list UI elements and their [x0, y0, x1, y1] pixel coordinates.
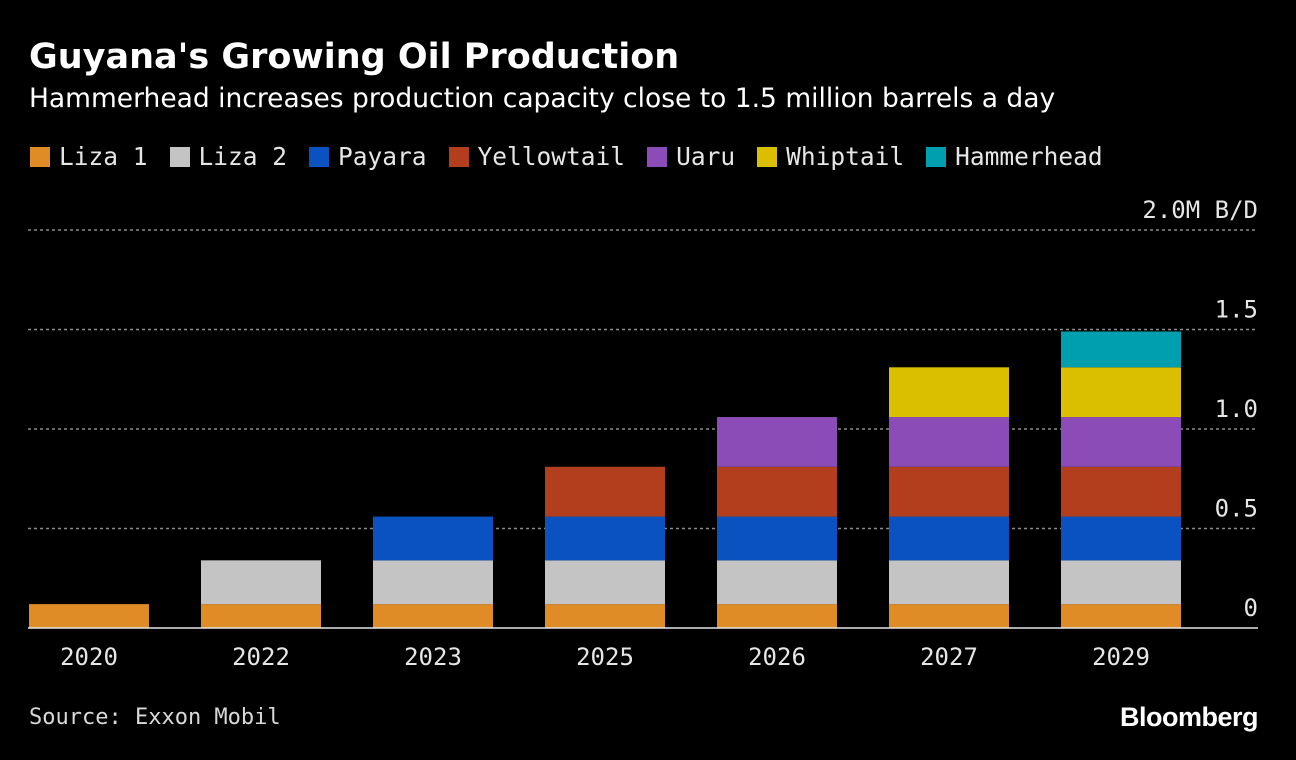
bar-segment-liza-1-2020	[29, 604, 149, 628]
bar-segment-liza-2-2023	[373, 560, 493, 605]
x-tick-label: 2027	[920, 643, 978, 671]
legend-swatch	[926, 147, 947, 167]
legend-label: Whiptail	[786, 142, 905, 171]
x-tick-label: 2020	[60, 643, 118, 671]
bar-segment-payara-2025	[545, 516, 665, 561]
legend-label: Uaru	[676, 142, 736, 171]
y-tick-label: 0	[1244, 594, 1258, 622]
legend-swatch	[309, 147, 330, 167]
bar-segment-liza-1-2026	[717, 604, 837, 628]
bar-segment-liza-1-2029	[1061, 604, 1181, 628]
bar-segment-uaru-2029	[1061, 417, 1181, 467]
legend-label: Liza 1	[59, 142, 148, 171]
bar-segment-payara-2029	[1061, 516, 1181, 561]
x-tick-label: 2029	[1092, 643, 1150, 671]
legend-label: Hammerhead	[955, 142, 1103, 171]
x-tick-label: 2025	[576, 643, 634, 671]
bloomberg-logo: Bloomberg	[1119, 702, 1259, 732]
legend-swatch	[30, 147, 50, 167]
legend-item-whiptail: Whiptail	[757, 142, 904, 172]
bar-segment-uaru-2026	[717, 417, 837, 467]
legend-swatch	[647, 147, 668, 167]
bar-segment-yellowtail-2029	[1061, 466, 1181, 517]
legend-swatch	[757, 147, 778, 167]
bar-segment-liza-1-2022	[201, 604, 321, 628]
bar-segment-yellowtail-2026	[717, 466, 837, 517]
bar-segment-liza-2-2029	[1061, 560, 1181, 605]
bar-segment-liza-2-2022	[201, 560, 321, 605]
bar-segment-liza-2-2027	[889, 560, 1009, 605]
chart-subtitle: Hammerhead increases production capacity…	[29, 83, 1056, 114]
bar-segment-payara-2027	[889, 516, 1009, 561]
bar-segment-whiptail-2029	[1061, 367, 1181, 418]
axis-layer: 0 0.5 1.0 1.5 2.0M B/D 2020 2022 2023 2025 2026 20…	[28, 196, 1258, 671]
x-tick-label: 2023	[404, 643, 462, 671]
y-tick-label: 1.5	[1215, 296, 1258, 324]
bar-segment-liza-1-2025	[545, 604, 665, 628]
bar-segment-whiptail-2027	[889, 367, 1009, 418]
y-tick-label: 0.5	[1215, 495, 1258, 523]
legend-swatch	[169, 147, 190, 167]
legend: Liza 1 Liza 2 Payara Yellowtail Uaru Whiptail…	[30, 142, 1125, 172]
y-tick-label: 1.0	[1215, 395, 1258, 423]
legend-swatch	[448, 147, 469, 167]
bar-segment-yellowtail-2027	[889, 466, 1009, 517]
bar-segment-uaru-2027	[889, 417, 1009, 467]
bar-segment-liza-1-2023	[373, 604, 493, 628]
legend-item-liza-1: Liza 1	[30, 142, 148, 172]
bar-segment-hammerhead-2029	[1061, 331, 1181, 368]
bar-segment-payara-2023	[373, 516, 493, 561]
legend-label: Payara	[338, 142, 427, 171]
x-tick-label: 2026	[748, 643, 806, 671]
bar-segment-liza-2-2026	[717, 560, 837, 605]
legend-label: Liza 2	[198, 142, 288, 171]
x-tick-label: 2022	[232, 643, 290, 671]
bar-segment-liza-1-2027	[889, 604, 1009, 628]
legend-label: Yellowtail	[477, 142, 626, 171]
y-tick-label: 2.0M B/D	[1142, 196, 1258, 224]
source-note: Source: Exxon Mobil	[29, 705, 281, 730]
legend-item-yellowtail: Yellowtail	[448, 142, 626, 172]
chart-title: Guyana's Growing Oil Production	[29, 37, 680, 77]
bar-segment-liza-2-2025	[545, 560, 665, 605]
bar-layer	[29, 331, 1181, 628]
legend-item-payara: Payara	[309, 142, 427, 172]
bar-segment-payara-2026	[717, 516, 837, 561]
legend-item-liza-2: Liza 2	[169, 142, 288, 172]
bar-segment-yellowtail-2025	[545, 466, 665, 517]
legend-item-uaru: Uaru	[647, 142, 735, 172]
legend-item-hammerhead: Hammerhead	[926, 142, 1103, 172]
